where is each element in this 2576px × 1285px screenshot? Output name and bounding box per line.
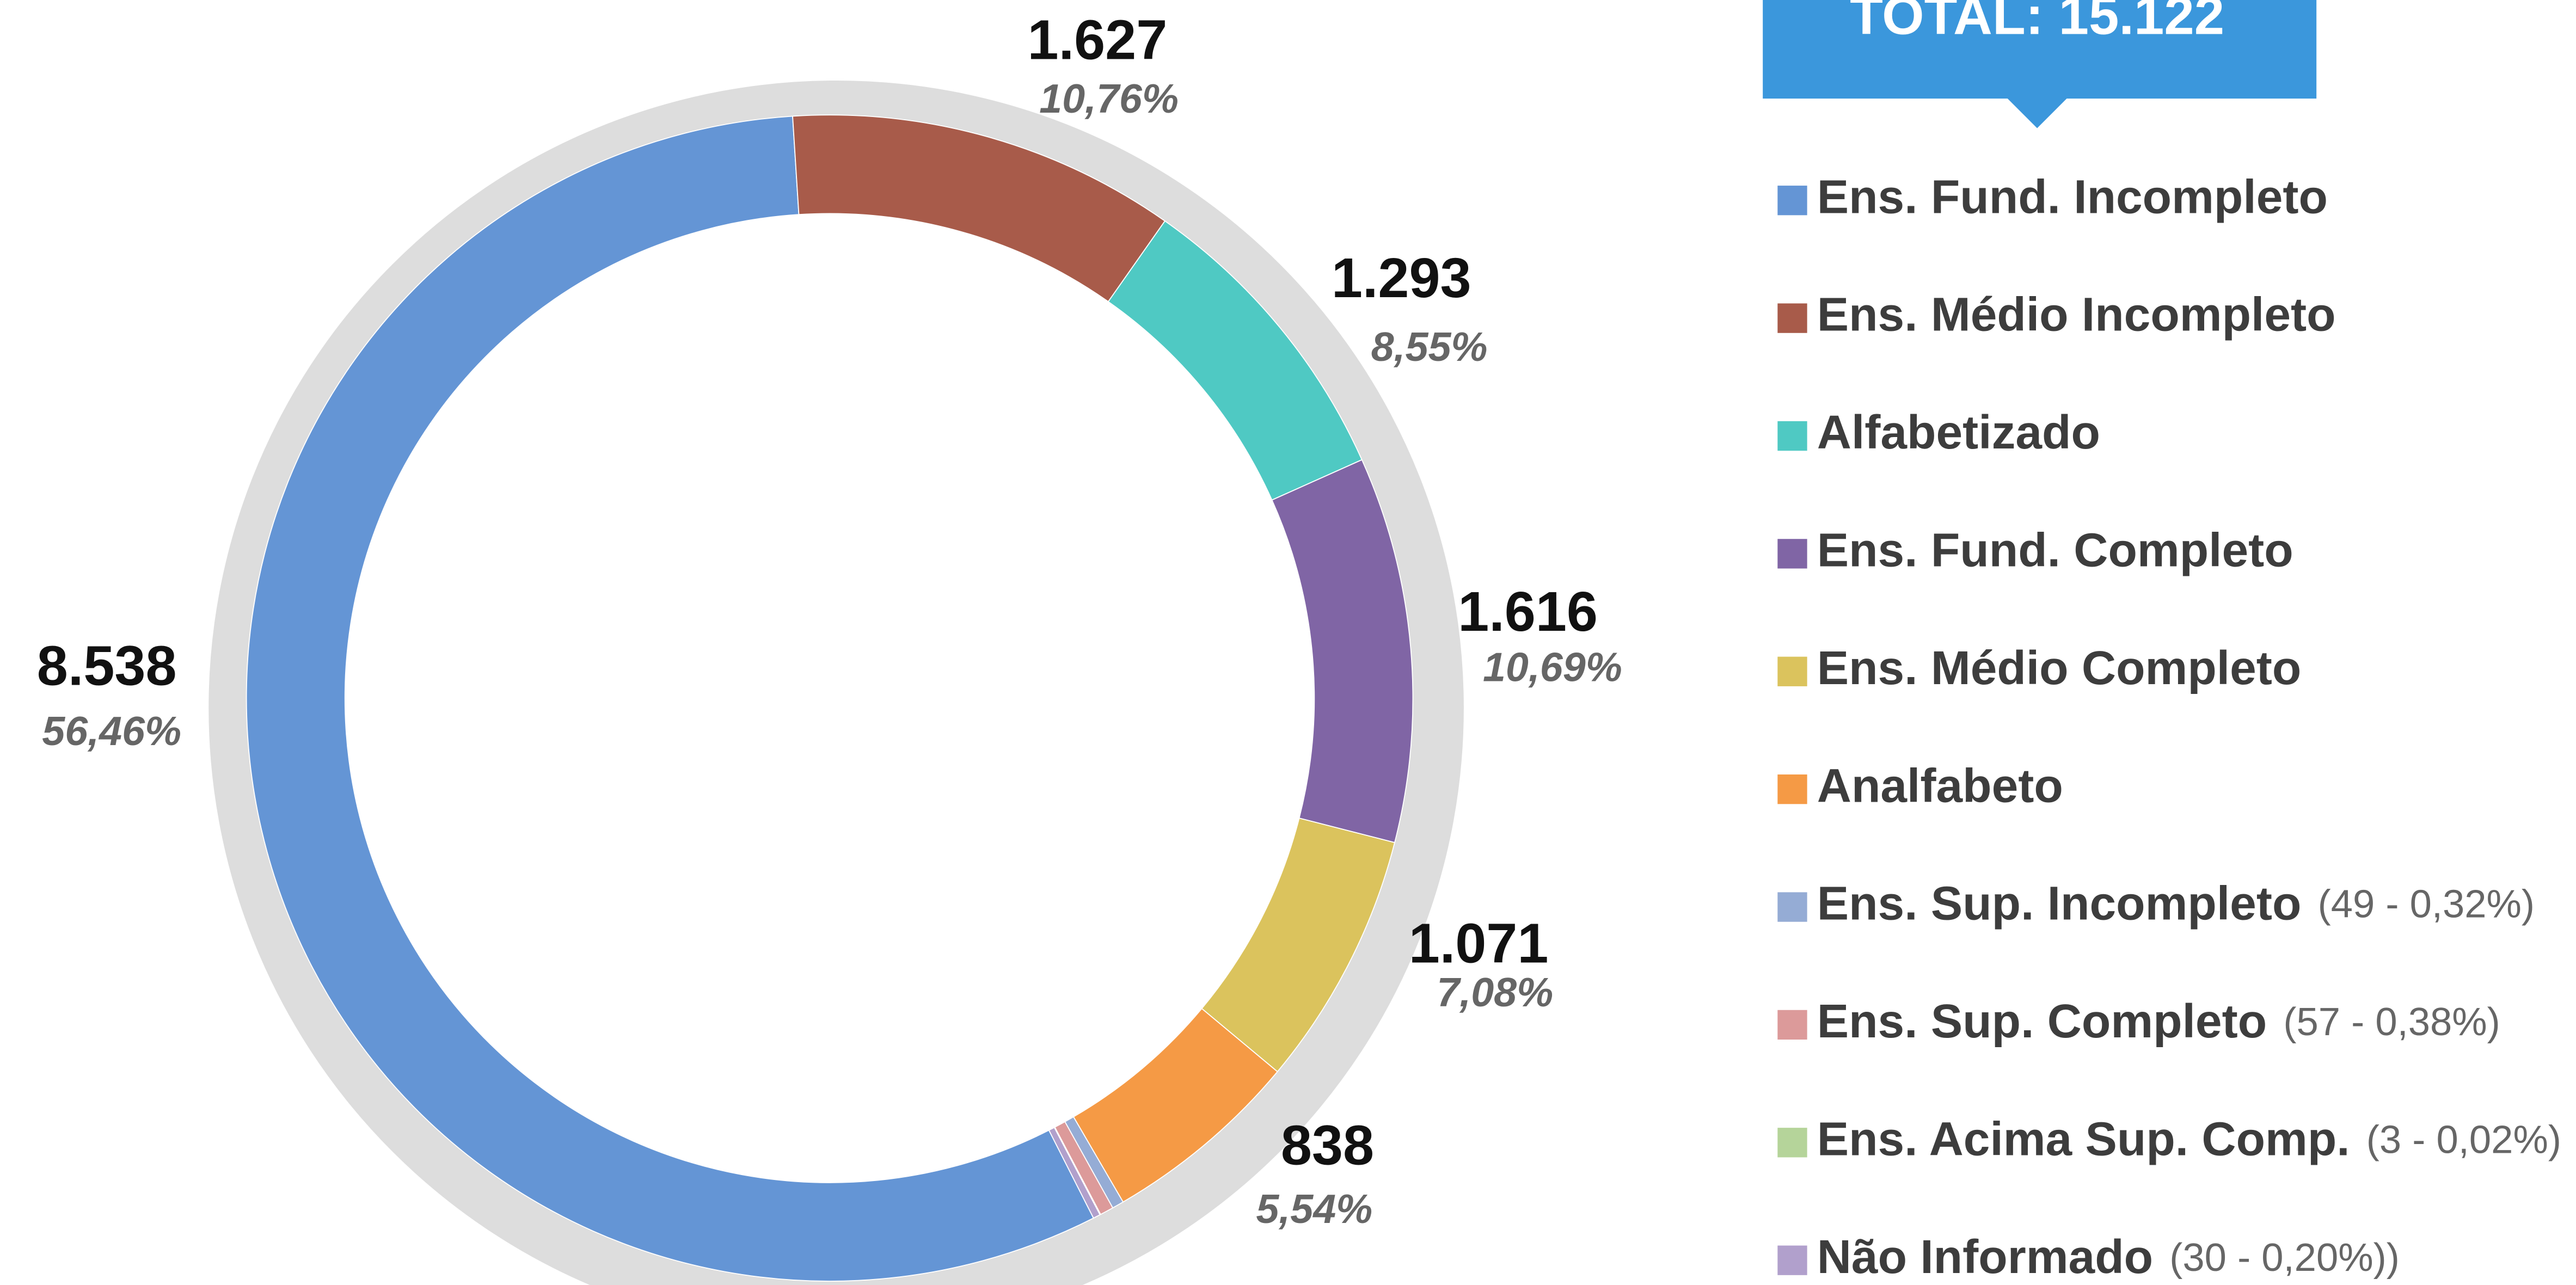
slice (246, 115, 1094, 1282)
legend-label: Ens. Sup. Completo (1817, 994, 2267, 1048)
legend-label: Não Informado (1817, 1230, 2153, 1283)
total-label: TOTAL: 15.122 (1850, 0, 2224, 46)
legend-swatch (1777, 774, 1807, 804)
legend-note: (30 - 0,20%)) (2169, 1235, 2400, 1280)
legend-swatch (1777, 421, 1807, 451)
legend-swatch (1777, 186, 1807, 216)
legend-label: Ens. Médio Incompleto (1817, 288, 2336, 341)
percent-label: 7,08% (1437, 969, 1553, 1015)
percent-label: 5,54% (1256, 1186, 1372, 1232)
callout-box (1763, 0, 2317, 128)
legend-label: Alfabetizado (1817, 405, 2100, 459)
legend-swatch (1777, 892, 1807, 922)
legend-note: (49 - 0,32%) (2318, 882, 2535, 926)
percent-label: 10,69% (1483, 644, 1622, 690)
legend-swatch (1777, 539, 1807, 569)
legend-swatch (1777, 1128, 1807, 1158)
legend-swatch (1777, 303, 1807, 333)
legend-swatch (1777, 656, 1807, 686)
percent-label: 8,55% (1371, 324, 1488, 370)
value-label: 8.538 (37, 634, 177, 697)
legend-note: (57 - 0,38%) (2283, 1000, 2500, 1044)
value-label: 1.627 (1028, 9, 1168, 71)
legend-swatch (1777, 1010, 1807, 1040)
value-label: 1.071 (1409, 912, 1549, 974)
legend-swatch (1777, 1245, 1807, 1275)
value-label: 838 (1281, 1114, 1374, 1177)
total-callout: TOTAL: 15.122 (1763, 0, 2317, 128)
legend-label: Ens. Fund. Incompleto (1817, 170, 2328, 223)
percent-label: 56,46% (42, 708, 181, 754)
legend-label: Ens. Fund. Completo (1817, 523, 2293, 576)
legend-label: Analfabeto (1817, 759, 2063, 812)
legend-label: Ens. Acima Sup. Comp. (1817, 1112, 2350, 1165)
value-label: 1.293 (1332, 247, 1471, 309)
slice (1048, 1127, 1101, 1219)
value-label: 1.616 (1458, 580, 1598, 643)
percent-label: 10,76% (1039, 76, 1179, 121)
legend-note: (3 - 0,02%) (2366, 1117, 2561, 1161)
legend-label: Ens. Médio Completo (1817, 641, 2302, 694)
legend-label: Ens. Sup. Incompleto (1817, 877, 2302, 930)
